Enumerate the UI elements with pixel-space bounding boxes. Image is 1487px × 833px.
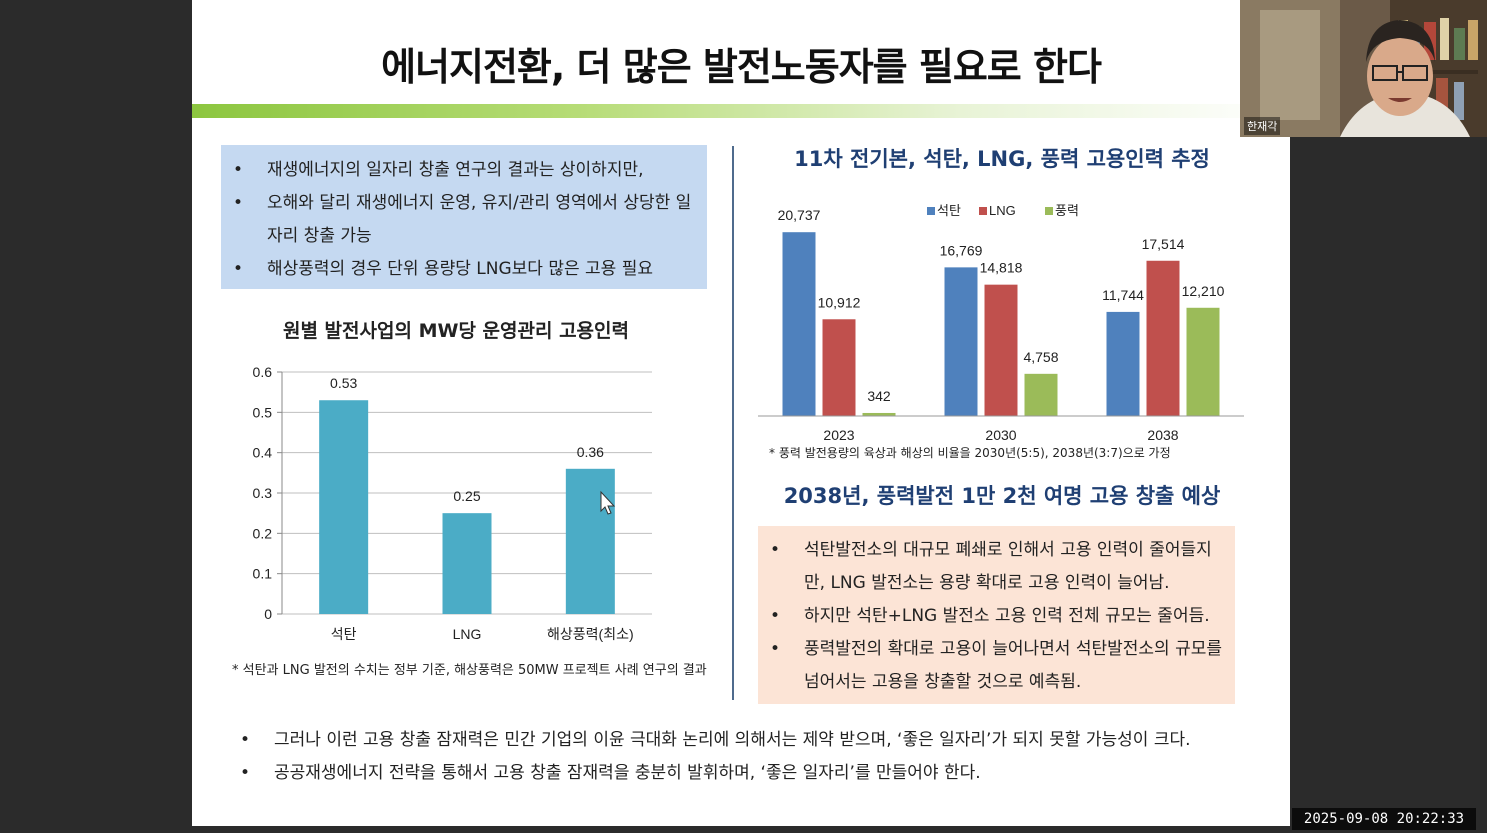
presentation-slide: 에너지전환, 더 많은 발전노동자를 필요로 한다 재생에너지의 일자리 창출 … [192,0,1290,826]
bar-석탄 [782,232,816,416]
x-category-label: 석탄 [331,626,357,642]
bar-value-label: 10,912 [818,294,861,310]
bar-LNG [1146,260,1180,416]
summary-box: 재생에너지의 일자리 창출 연구의 결과는 상이하지만, 오해와 달리 재생에너… [221,145,707,289]
bar-value-label: 14,818 [980,260,1023,276]
mouse-cursor-icon [600,490,616,515]
webcam-feed [1240,0,1487,137]
column-divider [732,146,734,700]
bar-value-label: 16,769 [940,242,983,258]
left-bar-chart: 0.53 0.25 0.36 석탄 LNG 해상풍력(최소) 0 0.1 0.2 0.3 0.4… [253,364,652,642]
bar-value-label: 0.53 [330,375,357,391]
legend-swatch [1045,207,1053,215]
summary-bullet: 해상풍력의 경우 단위 용량당 LNG보다 많은 고용 필요 [221,253,707,286]
right-chart-footnote: * 풍력 발전용량의 육상과 해상의 비율을 2030년(5:5), 2038년… [769,446,1171,460]
legend-swatch [979,207,987,215]
bar-LNG [822,319,856,416]
y-tick-label: 0 [264,606,272,622]
title-underline-bar [192,104,1290,118]
bar-LNG [984,284,1018,416]
forecast-bullet: 풍력발전의 확대로 고용이 늘어나면서 석탄발전소의 규모를 넘어서는 고용을 … [758,633,1235,699]
y-tick-label: 0.1 [253,566,273,582]
y-tick-label: 0.4 [253,445,273,461]
conclusion-bullet: 그러나 이런 고용 창출 잠재력은 민간 기업의 이윤 극대화 논리에 의해서는… [232,724,1272,757]
right-chart-title: 11차 전기본, 석탄, LNG, 풍력 고용인력 추정 [794,147,1210,171]
legend-label: 석탄 [937,203,961,218]
bar [442,513,492,614]
bar-value-label: 12,210 [1182,283,1225,299]
bar [565,468,615,614]
y-tick-label: 0.6 [253,364,273,380]
forecast-bullet: 석탄발전소의 대규모 폐쇄로 인해서 고용 인력이 줄어들지만, LNG 발전소… [758,534,1235,600]
forecast-box: 석탄발전소의 대규모 폐쇄로 인해서 고용 인력이 줄어들지만, LNG 발전소… [758,526,1235,704]
summary-bullet: 오해와 달리 재생에너지 운영, 유지/관리 영역에서 상당한 일자리 창출 가… [221,187,707,253]
y-tick-label: 0.2 [253,525,273,541]
bar-풍력 [1186,307,1220,416]
bar [319,400,369,614]
conclusion-section: 그러나 이런 고용 창출 잠재력은 민간 기업의 이윤 극대화 논리에 의해서는… [232,724,1272,790]
conclusion-bullet: 공공재생에너지 전략을 통해서 고용 창출 잠재력을 충분히 발휘하며, ‘좋은… [232,757,1272,790]
participant-name: 한재각 [1244,117,1281,135]
bar-value-label: 4,758 [1023,349,1058,365]
recording-timestamp: 2025-09-08 20:22:33 [1292,808,1476,830]
x-category-label: 2030 [985,427,1016,443]
forecast-heading: 2038년, 풍력발전 1만 2천 여명 고용 창출 예상 [783,484,1221,508]
bar-석탄 [1106,311,1140,416]
bar-value-label: 20,737 [778,207,821,223]
bar-value-label: 342 [867,388,891,404]
left-chart-title: 원별 발전사업의 MW당 운영관리 고용인력 [282,320,629,342]
y-tick-label: 0.3 [253,485,273,501]
webcam-video-tile[interactable]: 한재각 [1240,0,1487,137]
summary-bullet: 재생에너지의 일자리 창출 연구의 결과는 상이하지만, [221,154,707,187]
bar-석탄 [944,267,978,416]
x-category-label: 2023 [823,427,854,443]
x-category-label: LNG [453,626,482,642]
bar-value-label: 0.25 [453,488,480,504]
legend-swatch [927,207,935,215]
left-chart-footnote: * 석탄과 LNG 발전의 수치는 정부 기준, 해상풍력은 50MW 프로젝트… [232,663,707,678]
right-grouped-bar-chart: 석탄 LNG 풍력 20,737 10,912 342 16,769 14,818 4,758… [758,203,1244,443]
forecast-bullet: 하지만 석탄+LNG 발전소 고용 인력 전체 규모는 줄어듬. [758,600,1235,633]
bar-풍력 [862,412,896,416]
legend-label: LNG [989,203,1016,218]
y-tick-label: 0.5 [253,404,273,420]
bar-value-label: 17,514 [1142,236,1185,252]
bar-value-label: 0.36 [577,444,604,460]
bar-풍력 [1024,373,1058,416]
slide-title: 에너지전환, 더 많은 발전노동자를 필요로 한다 [381,45,1102,89]
x-category-label: 2038 [1147,427,1178,443]
bar-value-label: 11,744 [1102,287,1144,303]
x-category-label: 해상풍력(최소) [547,626,634,642]
legend-label: 풍력 [1055,203,1079,218]
